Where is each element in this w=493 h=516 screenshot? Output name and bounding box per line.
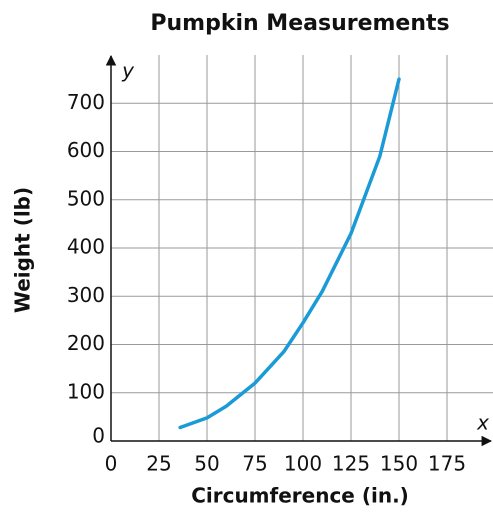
y-tick-label: 500 xyxy=(67,186,105,210)
x-tick-label: 150 xyxy=(380,452,418,476)
y-axis-label: Weight (lb) xyxy=(11,187,35,313)
y-tick-label: 600 xyxy=(67,138,105,162)
x-tick-label: 75 xyxy=(242,452,267,476)
x-axis-symbol: x xyxy=(476,411,489,435)
chart-title: Pumpkin Measurements xyxy=(150,11,449,36)
x-tick-label: 100 xyxy=(284,452,322,476)
y-axis-symbol: y xyxy=(121,59,135,83)
y-tick-label: 700 xyxy=(67,90,105,114)
curve xyxy=(178,77,401,430)
y-tick-label: 0 xyxy=(92,424,105,448)
x-tick-label: 0 xyxy=(105,452,118,476)
grid xyxy=(111,55,493,441)
y-tick-label: 100 xyxy=(67,379,105,403)
x-tick-label: 125 xyxy=(332,452,370,476)
x-tick-label: 50 xyxy=(194,452,219,476)
y-tick-label: 300 xyxy=(67,283,105,307)
x-tick-label: 175 xyxy=(428,452,466,476)
x-tick-label: 25 xyxy=(146,452,171,476)
y-tick-label: 200 xyxy=(67,331,105,355)
y-tick-label: 400 xyxy=(67,235,105,259)
x-axis-label: Circumference (in.) xyxy=(191,484,409,508)
